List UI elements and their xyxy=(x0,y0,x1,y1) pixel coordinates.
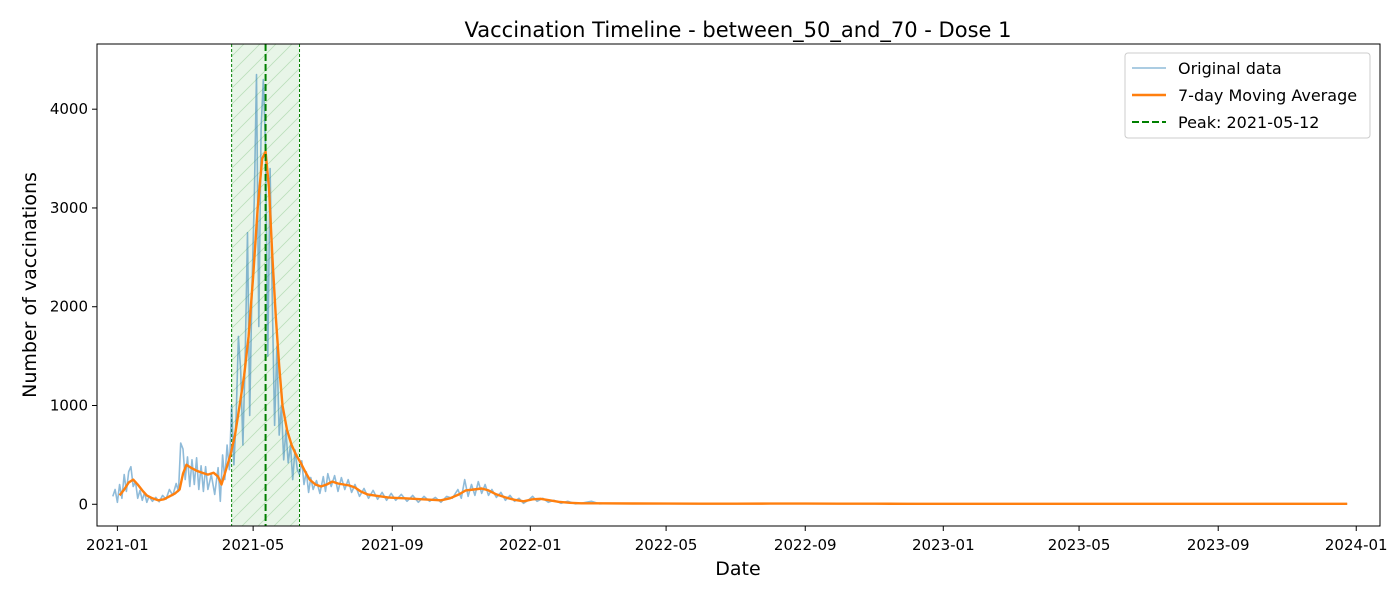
legend: Original data 7-day Moving Average Peak: 2… xyxy=(1124,52,1371,139)
x-tick-label: 2023-09 xyxy=(1187,536,1250,554)
y-tick-label: 3000 xyxy=(50,199,88,217)
x-tick-label: 2021-05 xyxy=(222,536,285,554)
y-axis-label: Number of vaccinations xyxy=(19,172,41,398)
x-tick-label: 2023-05 xyxy=(1048,536,1111,554)
legend-label: 7-day Moving Average xyxy=(1178,86,1357,105)
x-tick-label: 2021-01 xyxy=(86,536,149,554)
series-moving-average-line xyxy=(118,150,1348,505)
x-tick-label: 2024-01 xyxy=(1325,536,1388,554)
legend-label: Original data xyxy=(1178,59,1282,78)
y-tick-label: 2000 xyxy=(50,298,88,316)
x-tick-label: 2023-01 xyxy=(912,536,975,554)
x-axis-label: Date xyxy=(715,558,760,580)
legend-label: Peak: 2021-05-12 xyxy=(1178,113,1319,132)
chart-title: Vaccination Timeline - between_50_and_70… xyxy=(465,18,1012,43)
series-original-line xyxy=(112,73,1348,505)
y-tick-label: 0 xyxy=(78,495,88,513)
legend-box xyxy=(1124,52,1371,139)
y-tick-label: 4000 xyxy=(50,100,88,118)
x-tick-label: 2022-09 xyxy=(774,536,837,554)
plot-frame xyxy=(96,43,1381,527)
x-tick-label: 2021-09 xyxy=(361,536,424,554)
x-tick-label: 2022-05 xyxy=(635,536,698,554)
y-tick-label: 1000 xyxy=(50,397,88,415)
x-tick-label: 2022-01 xyxy=(499,536,562,554)
